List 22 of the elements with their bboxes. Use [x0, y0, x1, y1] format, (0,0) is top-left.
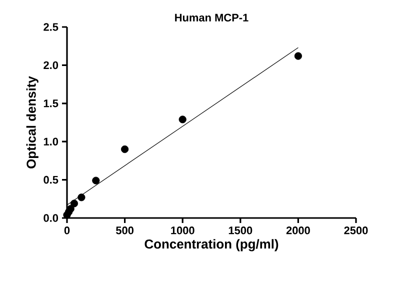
y-tick-label: 1.5: [44, 100, 58, 108]
point: [66, 205, 74, 213]
point: [70, 200, 78, 208]
point: [92, 176, 100, 184]
x-tick-label: 0: [64, 226, 70, 234]
y-axis-title: Optical density: [26, 76, 38, 168]
x-tick-label: 500: [116, 226, 134, 234]
point: [78, 194, 86, 202]
chart-title: Human MCP-1: [175, 14, 248, 22]
y-tick-label: 2.0: [44, 61, 58, 70]
point: [294, 52, 302, 60]
x-axis-title: Concentration (pg/ml): [144, 239, 278, 252]
y-tick-label: 0.0: [44, 214, 58, 222]
point: [178, 116, 186, 124]
x-tick-label: 1500: [228, 226, 252, 234]
x-tick-label: 1000: [171, 226, 194, 234]
y-tick-label: 2.5: [44, 23, 58, 31]
y-tick-label: 0.5: [44, 176, 58, 184]
x-tick-label: 2500: [344, 226, 368, 234]
x-tick-label: 2000: [286, 226, 310, 234]
y-tick-label: 1.0: [44, 138, 58, 146]
point: [121, 145, 129, 154]
